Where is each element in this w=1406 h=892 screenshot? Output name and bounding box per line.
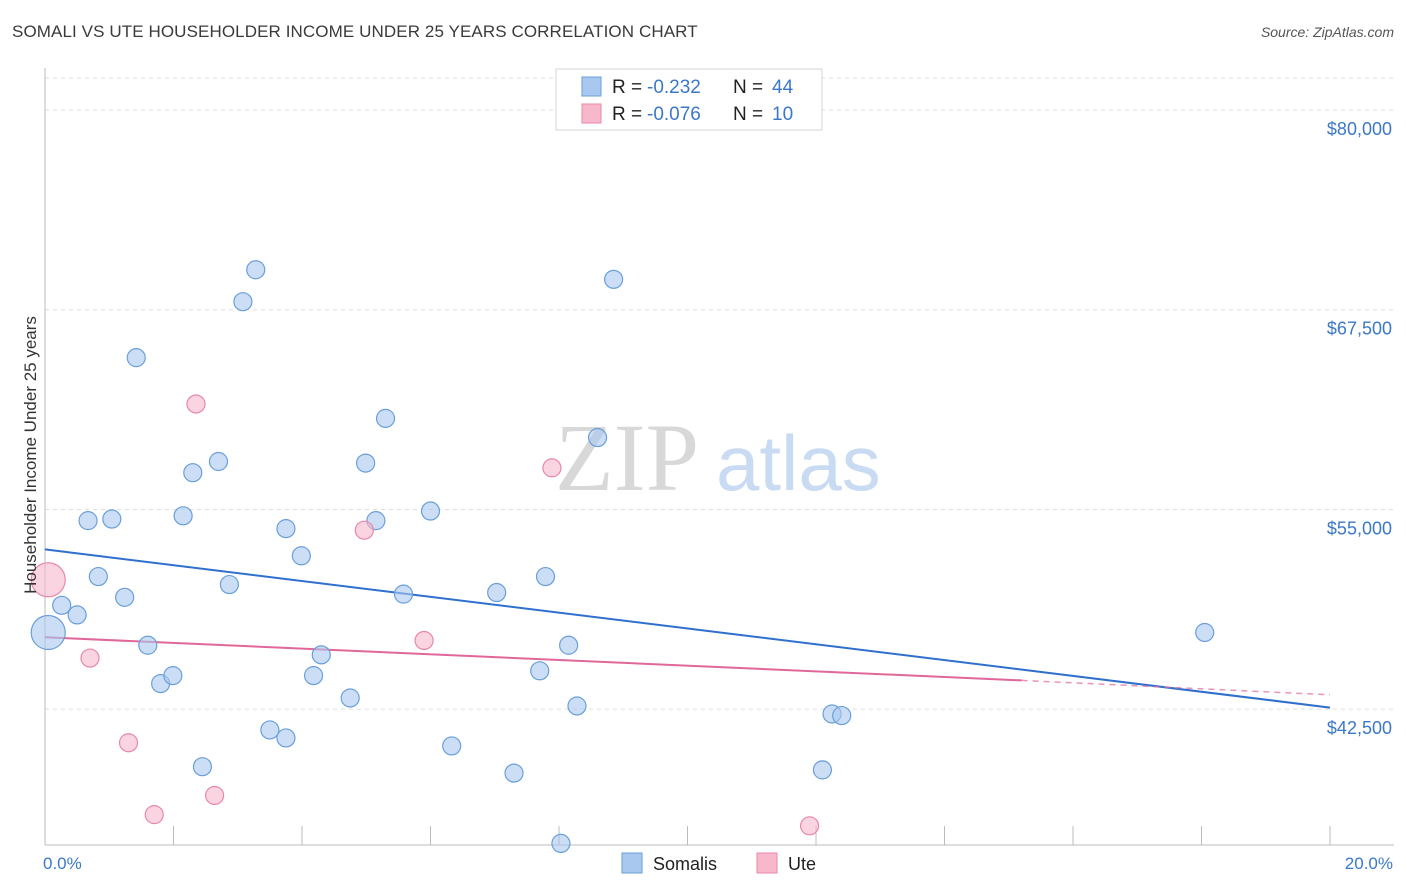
watermark-zip: ZIP [555,404,699,511]
bottom-legend-swatch-0 [621,852,643,874]
bottom-legend-label-0: Somalis [653,854,717,874]
somalis-point-39 [604,269,624,289]
somalis-point-31 [487,582,507,603]
legend-r-label-0: R = [612,77,642,98]
watermark: ZIP atlas [555,404,881,511]
ute-point-7 [414,630,434,651]
source-label: Source: ZipAtlas.com [1260,24,1394,40]
somalis-point-40 [812,760,833,780]
somalis-point-35 [551,833,571,854]
somalis-point-10 [163,666,183,686]
somalis-point-25 [356,453,376,473]
somalis-point-5 [102,509,122,529]
legend-n-value-0: 44 [772,77,794,98]
trend-line-dashed-ute [1021,679,1331,696]
somalis-point-13 [192,757,213,777]
somalis-point-21 [291,546,311,566]
y-tick-labels: $42,500 $55,000 $67,500 $80,000 [1327,119,1392,738]
somalis-point-42 [832,705,852,726]
legend-r-value-1: -0.076 [647,104,701,125]
trend-line-somalis [44,548,1331,709]
legend-bottom: Somalis Ute [621,852,816,874]
bottom-legend-swatch-1 [756,852,778,874]
somalis-point-34 [535,566,556,587]
somalis-point-2 [67,605,87,625]
legend-swatch-1 [581,103,602,124]
legend-swatch-0 [581,76,602,97]
legend-top: R = -0.232 N = 44 R = -0.076 N = 10 [555,68,823,131]
data-points [30,260,1215,854]
ute-point-4 [186,394,206,414]
legend-r-label-1: R = [612,104,642,125]
ute-point-0 [30,562,66,598]
y-tick-label-3: $80,000 [1327,119,1392,139]
somalis-point-0 [30,614,66,651]
somalis-point-37 [567,696,587,716]
y-tick-label-0: $42,500 [1327,718,1392,738]
somalis-point-24 [340,688,360,708]
somalis-point-6 [115,587,135,607]
somalis-point-7 [126,348,146,368]
legend-n-value-1: 10 [772,104,793,125]
ute-point-3 [144,805,164,825]
x-tick-labels: 0.0% 20.0% [43,854,1393,873]
legend-n-label-1: N = [733,104,763,125]
somalis-point-22 [303,666,324,686]
somalis-point-17 [246,260,266,280]
somalis-point-30 [442,736,462,756]
legend-n-label-0: N = [733,77,763,98]
legend-r-value-0: -0.232 [647,77,701,98]
somalis-point-19 [276,728,296,748]
somalis-point-18 [260,720,280,740]
somalis-point-36 [559,635,579,655]
chart-title: SOMALI VS UTE HOUSEHOLDER INCOME UNDER 2… [12,22,698,41]
somalis-point-3 [78,511,98,531]
x-tick-label-1: 20.0% [1345,854,1393,873]
watermark-atlas: atlas [716,419,881,507]
somalis-point-14 [208,451,229,472]
trend-lines [44,548,1331,709]
ute-point-6 [354,520,374,540]
somalis-point-27 [375,408,396,428]
somalis-point-33 [530,661,550,681]
somalis-point-38 [587,427,608,448]
somalis-point-1 [52,595,72,615]
trend-line-ute [44,636,1022,682]
somalis-point-16 [233,292,253,312]
x-tick-label-0: 0.0% [43,854,82,873]
somalis-point-23 [311,645,331,665]
ute-point-9 [799,816,820,836]
ute-point-5 [205,785,225,806]
somalis-point-15 [219,574,239,595]
ute-point-2 [118,733,139,753]
somalis-point-4 [88,566,108,587]
somalis-point-32 [504,763,524,783]
somalis-point-12 [183,463,203,483]
y-tick-label-2: $67,500 [1327,319,1392,339]
somalis-point-43 [1195,622,1215,643]
ute-point-8 [542,458,562,478]
ute-point-1 [80,648,100,668]
somalis-point-20 [276,519,296,539]
somalis-point-8 [138,635,158,655]
bottom-legend-label-1: Ute [788,854,816,874]
somalis-point-29 [420,501,441,521]
y-tick-label-1: $55,000 [1327,518,1392,538]
somalis-point-11 [173,506,193,526]
somalis-point-28 [393,584,414,604]
y-axis-label: Householder Income Under 25 years [21,316,40,594]
grid-lines [45,77,1394,710]
